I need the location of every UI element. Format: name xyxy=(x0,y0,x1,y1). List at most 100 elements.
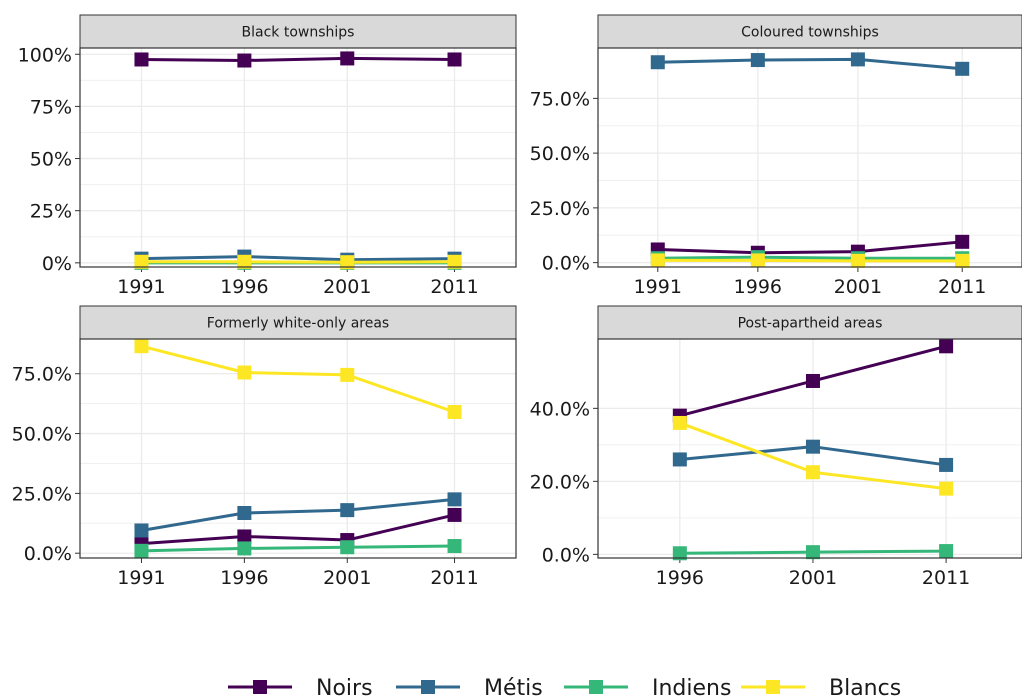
legend-label: Métis xyxy=(484,676,543,698)
point-metis-2001 xyxy=(850,52,865,67)
point-indiens-1996 xyxy=(672,546,687,561)
series-line-noirs xyxy=(657,240,963,255)
point-blancs-2001 xyxy=(850,253,865,268)
point-indiens-2011 xyxy=(939,544,954,559)
legend-key-marker xyxy=(253,680,267,694)
series-metis xyxy=(650,52,970,76)
legend-label: Blancs xyxy=(829,676,901,698)
series-indiens xyxy=(134,539,462,558)
y-tick-label: 25% xyxy=(30,201,72,223)
point-blancs-1991 xyxy=(650,253,665,268)
point-blancs-2011 xyxy=(447,254,462,269)
point-metis-2011 xyxy=(955,61,970,76)
x-tick-label: 1996 xyxy=(734,276,782,298)
series-indiens xyxy=(672,544,954,561)
legend-key-marker xyxy=(766,680,780,694)
series-noirs xyxy=(134,51,462,68)
point-blancs-2011 xyxy=(447,405,462,419)
panel-strip xyxy=(597,305,1022,340)
point-indiens-2001 xyxy=(805,545,820,560)
series-line-indiens xyxy=(141,544,455,553)
x-tick-label: 1991 xyxy=(634,276,682,298)
point-blancs-2011 xyxy=(955,253,970,268)
series-noirs xyxy=(672,339,954,423)
panel-strip xyxy=(597,14,1022,49)
y-tick-label: 0% xyxy=(42,253,72,275)
y-tick-label: 50% xyxy=(30,149,72,171)
point-metis-1996 xyxy=(237,506,252,521)
panel-border xyxy=(79,338,517,559)
series-blancs xyxy=(134,339,462,419)
point-blancs-2001 xyxy=(340,255,355,270)
x-tick-label: 1996 xyxy=(656,567,704,589)
point-blancs-1996 xyxy=(750,253,765,268)
y-tick-label: 0.0% xyxy=(542,253,590,275)
legend-item-metis: Métis xyxy=(396,676,543,698)
point-noirs-2011 xyxy=(939,339,954,354)
y-tick-label: 40.0% xyxy=(530,398,590,420)
legend-label: Indiens xyxy=(652,676,731,698)
x-tick-label: 2001 xyxy=(789,567,837,589)
series-line-metis xyxy=(141,255,455,262)
plot-background xyxy=(598,48,1022,267)
panel-border xyxy=(79,47,517,268)
point-noirs-2011 xyxy=(447,507,462,522)
y-tick-label: 75.0% xyxy=(12,364,72,386)
panel-border xyxy=(597,47,1022,268)
y-tick-label: 50.0% xyxy=(12,424,72,446)
legend-key-marker xyxy=(589,680,603,694)
series-line-metis xyxy=(141,497,455,532)
series-metis xyxy=(672,439,954,472)
point-blancs-1996 xyxy=(237,365,252,380)
series-metis xyxy=(134,492,462,538)
x-tick-label: 2001 xyxy=(323,567,371,589)
x-tick-label: 1996 xyxy=(220,567,268,589)
point-noirs-1996 xyxy=(237,53,252,68)
point-metis-2001 xyxy=(340,503,355,518)
y-tick-label: 20.0% xyxy=(530,471,590,493)
y-tick-label: 0.0% xyxy=(542,544,590,566)
series-blancs xyxy=(672,415,954,496)
panel-strip xyxy=(79,14,517,49)
legend-item-blancs: Blancs xyxy=(741,676,901,698)
point-indiens-2001 xyxy=(340,540,355,555)
x-tick-label: 2011 xyxy=(922,567,970,589)
series-blancs xyxy=(650,253,970,268)
panel-title: Black townships xyxy=(242,25,355,41)
point-noirs-1996 xyxy=(237,529,252,544)
point-metis-1991 xyxy=(650,55,665,70)
series-line-metis xyxy=(657,57,963,71)
plot-background xyxy=(80,339,516,558)
x-tick-label: 1991 xyxy=(117,276,165,298)
panel-coloured-townships: Coloured townships 0.0% 25.0% 50.0% 75.0% 199… xyxy=(530,14,1022,298)
panel-formerly-white-only-areas: Formerly white-only areas 0.0% 25.0% 50.0% 7… xyxy=(12,305,517,589)
point-blancs-1991 xyxy=(134,254,149,269)
panel-strip xyxy=(79,305,517,340)
x-tick-label: 2011 xyxy=(430,276,478,298)
panel-title: Formerly white-only areas xyxy=(207,316,389,332)
point-metis-2011 xyxy=(447,492,462,507)
panel-post-apartheid-areas: Post-apartheid areas 0.0% 20.0% 40.0% 1996 20… xyxy=(530,305,1022,589)
panel-title: Coloured townships xyxy=(741,25,879,41)
y-tick-label: 25.0% xyxy=(12,483,72,505)
point-noirs-2011 xyxy=(955,234,970,249)
point-blancs-1991 xyxy=(134,339,149,354)
legend-item-indiens: Indiens xyxy=(564,676,731,698)
panel-black-townships: Black townships 0% 25% 50% 75% 100% 1991 1996 20… xyxy=(18,14,517,298)
point-metis-2001 xyxy=(805,439,820,454)
series-line-indiens xyxy=(657,255,963,260)
point-indiens-1996 xyxy=(237,541,252,556)
point-indiens-2011 xyxy=(447,539,462,554)
x-tick-label: 1996 xyxy=(220,276,268,298)
panel-border xyxy=(597,338,1022,559)
x-tick-label: 2001 xyxy=(834,276,882,298)
point-blancs-2001 xyxy=(340,367,355,382)
point-metis-2011 xyxy=(939,457,954,472)
point-blancs-1996 xyxy=(237,254,252,269)
point-metis-1996 xyxy=(672,452,687,467)
x-tick-label: 2011 xyxy=(938,276,986,298)
legend-item-noirs: Noirs xyxy=(228,676,373,698)
y-tick-label: 50.0% xyxy=(530,143,590,165)
point-metis-1991 xyxy=(134,523,149,538)
